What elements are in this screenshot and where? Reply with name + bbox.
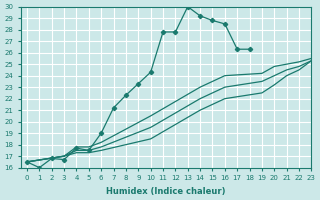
X-axis label: Humidex (Indice chaleur): Humidex (Indice chaleur) [106,187,226,196]
